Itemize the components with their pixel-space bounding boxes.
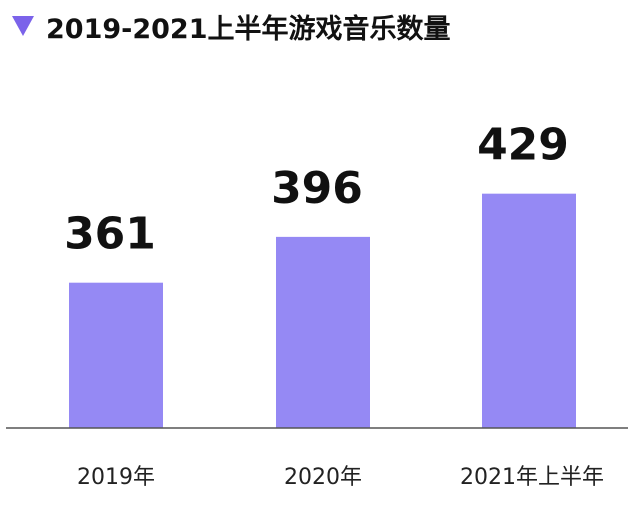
bar-value-label-2: 429 xyxy=(477,120,569,171)
bar-1 xyxy=(276,236,370,428)
x-tick-label-2: 2021年上半年 xyxy=(460,465,604,490)
chart-title-row: 2019-2021上半年游戏音乐数量 xyxy=(12,6,451,46)
triangle-marker-icon xyxy=(12,16,34,36)
x-tick-label-1: 2020年 xyxy=(284,465,362,490)
bar-value-label-0: 361 xyxy=(64,209,156,260)
x-tick-label-0: 2019年 xyxy=(77,465,155,490)
chart-title: 2019-2021上半年游戏音乐数量 xyxy=(46,13,451,45)
bar-value-label-1: 396 xyxy=(271,163,363,214)
bars-layer xyxy=(69,193,576,428)
labels-layer: 361 2019年 396 2020年 429 2021年上半年 xyxy=(64,120,604,490)
bar-2 xyxy=(482,193,576,428)
bar-0 xyxy=(69,282,163,428)
